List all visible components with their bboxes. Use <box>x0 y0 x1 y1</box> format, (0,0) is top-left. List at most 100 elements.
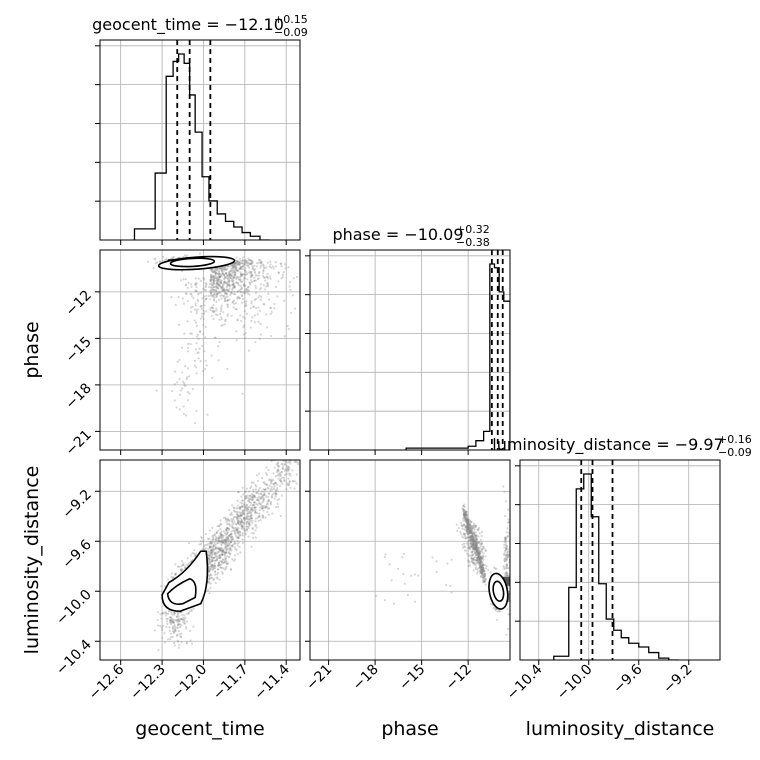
sample-point <box>209 289 212 292</box>
sample-point <box>288 460 291 463</box>
sample-point <box>242 517 245 520</box>
sample-point <box>463 513 466 516</box>
sample-point <box>213 285 217 288</box>
sample-point <box>228 273 231 276</box>
sample-point <box>266 276 269 279</box>
sample-point <box>469 534 473 538</box>
sample-point <box>254 536 257 539</box>
sample-point <box>181 297 184 300</box>
sample-point <box>505 557 508 560</box>
sample-point <box>197 277 200 280</box>
sample-point <box>506 556 509 559</box>
sample-point <box>218 278 221 281</box>
sample-point <box>209 567 212 571</box>
sample-point <box>253 506 256 509</box>
sample-point <box>243 262 246 265</box>
sample-point <box>195 409 198 413</box>
sample-point <box>214 268 217 271</box>
sample-point <box>199 305 202 308</box>
sample-point <box>250 262 253 265</box>
sample-point <box>236 539 239 543</box>
sample-point <box>269 488 273 491</box>
sample-point <box>217 283 220 286</box>
sample-point <box>204 294 208 297</box>
sample-point <box>467 518 470 522</box>
sample-point <box>484 549 487 552</box>
sample-point <box>210 278 213 281</box>
sample-point <box>470 538 474 542</box>
sample-point <box>346 401 348 403</box>
sample-point <box>469 531 472 534</box>
sample-point <box>250 280 254 283</box>
sample-point <box>255 491 258 494</box>
sample-point <box>185 641 189 644</box>
sample-point <box>470 557 473 560</box>
sample-point <box>214 547 217 551</box>
sample-point <box>237 522 240 525</box>
sample-point <box>180 640 183 644</box>
sample-point <box>258 509 261 512</box>
sample-point <box>296 453 298 455</box>
sample-point <box>479 565 482 568</box>
sample-point <box>211 559 214 563</box>
sample-point <box>465 517 468 520</box>
sample-point <box>213 269 216 273</box>
sample-point <box>477 528 480 531</box>
sample-point <box>291 457 293 459</box>
sample-point <box>228 272 232 275</box>
sample-point <box>496 610 499 613</box>
sample-point <box>179 623 182 626</box>
sample-point <box>257 306 260 309</box>
sample-point <box>471 536 474 539</box>
sample-point <box>466 523 469 526</box>
sample-point <box>253 268 257 271</box>
sample-point <box>174 573 177 576</box>
sample-point <box>229 539 232 542</box>
sample-point <box>245 505 248 508</box>
sample-point <box>270 460 273 463</box>
sample-point <box>470 524 473 528</box>
x-tick-label: −21 <box>303 662 335 694</box>
sample-point <box>224 557 227 560</box>
sample-point <box>256 496 259 500</box>
sample-point <box>247 508 250 511</box>
sample-point <box>167 638 170 641</box>
sample-point <box>245 528 248 531</box>
sample-point <box>218 268 221 271</box>
sample-point <box>288 468 291 471</box>
sample-point <box>241 258 244 261</box>
sample-point <box>478 556 481 559</box>
sample-point <box>221 540 224 543</box>
sample-point <box>481 568 484 571</box>
sample-point <box>219 275 222 279</box>
sample-point <box>184 278 187 281</box>
sample-point <box>467 523 470 526</box>
sample-point <box>213 564 216 567</box>
sample-point <box>210 553 213 556</box>
sample-point <box>195 312 198 315</box>
sample-point <box>278 479 281 482</box>
sample-point <box>223 532 227 535</box>
sample-point <box>475 549 478 552</box>
sample-point <box>222 287 225 290</box>
sample-point <box>228 285 232 288</box>
sample-point <box>208 285 211 289</box>
sample-point <box>480 541 483 544</box>
sample-point <box>482 572 486 575</box>
sample-point <box>466 523 469 526</box>
sample-point <box>215 309 218 312</box>
sample-point <box>235 528 238 532</box>
sample-point <box>191 388 194 391</box>
sample-point <box>247 526 250 530</box>
sample-point <box>456 529 459 533</box>
sample-point <box>219 285 222 288</box>
sample-point <box>473 538 477 541</box>
sample-point <box>181 613 184 617</box>
sample-point <box>469 526 472 530</box>
sample-point <box>224 539 227 542</box>
sample-point <box>463 514 466 518</box>
sample-point <box>214 554 218 558</box>
sample-point <box>477 546 480 549</box>
sample-point <box>264 279 267 282</box>
sample-point <box>225 555 229 558</box>
